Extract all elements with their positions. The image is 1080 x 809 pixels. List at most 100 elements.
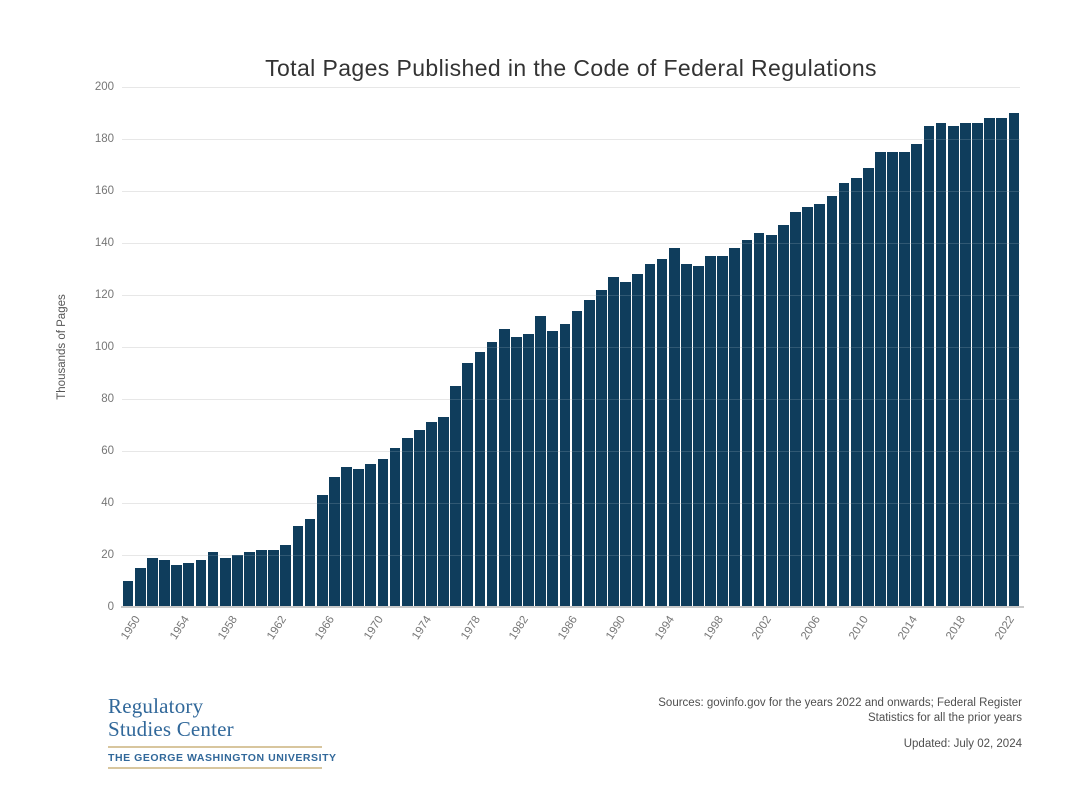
bar-2012 [875, 152, 886, 607]
bar-1996 [680, 263, 692, 607]
gridline-y-80 [122, 398, 1020, 400]
logo-university-name: THE GEORGE WASHINGTON UNIVERSITY [108, 752, 337, 764]
gridline-y-20 [122, 554, 1020, 556]
bar-1976 [438, 417, 449, 607]
bar-1971 [377, 458, 389, 607]
x-tick-label-2010: 2010 [847, 614, 872, 643]
bar-1999 [717, 256, 729, 607]
x-tick-label-2014: 2014 [895, 614, 920, 643]
bar-1963 [280, 544, 292, 607]
x-tick-label-1986: 1986 [555, 614, 580, 643]
plot-area: 0 20 40 60 80 100 120 140 160 180 200 1950 1954 1958 1… [95, 81, 1024, 642]
x-tick-label-1990: 1990 [604, 614, 629, 643]
bar-2023 [1008, 113, 1020, 607]
bar-1975 [426, 422, 437, 607]
bar-1986 [559, 323, 571, 607]
y-tick-label-140: 140 [94, 237, 114, 249]
gridline-y-180 [122, 138, 1020, 140]
x-tick-label-1958: 1958 [216, 614, 241, 643]
bar-1961 [256, 549, 267, 607]
bar-1955 [183, 562, 195, 607]
bar-1969 [353, 469, 364, 607]
y-tick-label-40: 40 [101, 497, 114, 509]
bar-1973 [401, 438, 413, 607]
gridline-overlay-y-200 [122, 86, 1020, 88]
x-tick-label-1970: 1970 [361, 614, 386, 643]
bar-1962 [268, 549, 280, 607]
logo-rule-bottom [108, 767, 322, 769]
x-tick-label-1998: 1998 [701, 614, 726, 643]
bar-1984 [535, 315, 547, 607]
logo-rule-top [108, 746, 322, 748]
gridline-y-40 [122, 502, 1020, 504]
bar-2003 [765, 235, 777, 607]
x-tick-label-1962: 1962 [264, 614, 289, 643]
x-tick-label-1966: 1966 [313, 614, 338, 643]
bar-1989 [595, 289, 607, 607]
bar-2001 [741, 240, 753, 607]
bar-1960 [244, 552, 255, 607]
bar-2005 [790, 211, 801, 607]
bar-1991 [620, 282, 631, 607]
gridline-y-120 [122, 294, 1020, 296]
bar-2010 [850, 178, 862, 607]
bar-1992 [632, 274, 644, 607]
gridline-overlay-y-80 [122, 398, 1020, 400]
bar-1967 [328, 477, 340, 607]
bar-1977 [450, 386, 462, 607]
bar-1952 [146, 557, 158, 607]
gridline-overlay-y-140 [122, 242, 1020, 244]
y-tick-label-60: 60 [101, 445, 114, 457]
gridline-y-60 [122, 450, 1020, 452]
bar-2015 [911, 144, 923, 607]
y-tick-label-80: 80 [101, 393, 114, 405]
bar-1988 [583, 300, 595, 607]
logo-name: Regulatory Studies Center [108, 695, 322, 741]
bar-1994 [656, 258, 668, 607]
gridline-overlay-y-160 [122, 190, 1020, 192]
bar-1998 [705, 256, 716, 607]
y-tick-label-180: 180 [94, 133, 114, 145]
x-axis-line [121, 606, 1024, 608]
bar-2008 [826, 196, 838, 607]
bar-1951 [134, 568, 146, 607]
x-tick-label-2002: 2002 [750, 614, 775, 643]
y-axis-title: Thousands of Pages [56, 294, 68, 400]
bar-1958 [219, 557, 231, 607]
bar-2019 [960, 123, 971, 607]
bar-2014 [899, 152, 911, 607]
x-tick-label-2022: 2022 [992, 614, 1017, 643]
y-tick-label-160: 160 [94, 185, 114, 197]
bar-1966 [316, 495, 328, 607]
bar-1980 [486, 341, 498, 607]
x-tick-label-1974: 1974 [410, 614, 435, 643]
bar-1995 [668, 248, 680, 607]
bar-1959 [231, 555, 243, 607]
bar-2022 [996, 118, 1008, 607]
bar-2007 [814, 204, 826, 607]
bar-1953 [159, 560, 170, 607]
bar-1983 [523, 334, 534, 607]
bar-2004 [777, 224, 789, 607]
bar-1970 [365, 464, 377, 607]
gridline-overlay-y-120 [122, 294, 1020, 296]
bar-1956 [195, 560, 207, 607]
bar-2016 [923, 126, 935, 607]
y-tick-label-20: 20 [101, 549, 114, 561]
bar-1978 [462, 362, 474, 607]
bar-2017 [935, 123, 947, 607]
bar-1972 [389, 448, 401, 607]
bar-1979 [474, 352, 486, 607]
x-tick-label-1978: 1978 [458, 614, 483, 643]
source-line-2: Statistics for all the prior years [867, 712, 1022, 724]
bar-1982 [511, 336, 522, 607]
bar-2020 [972, 123, 983, 607]
source-note: Sources: govinfo.gov for the years 2022 … [562, 696, 1022, 726]
bar-1987 [571, 310, 583, 607]
updated-date: Updated: July 02, 2024 [903, 738, 1022, 750]
gridline-y-100 [122, 346, 1020, 348]
bar-1990 [608, 276, 619, 607]
bar-1985 [547, 331, 559, 607]
logo-name-line-1: Regulatory [108, 694, 204, 718]
